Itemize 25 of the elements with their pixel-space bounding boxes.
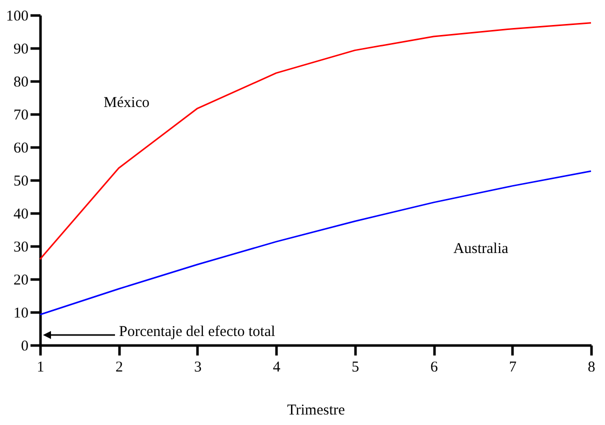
y-tick-label: 10 (14, 306, 28, 322)
line-series (39, 170, 592, 316)
x-tick-label: 2 (115, 360, 123, 376)
annotation: Porcentaje del efecto total (119, 324, 276, 340)
x-tick-label: 5 (352, 360, 360, 376)
y-tick-label: 90 (14, 42, 28, 58)
y-tick-label: 60 (14, 140, 28, 156)
y-tick-label: 100 (6, 8, 28, 24)
x-tick-label: 8 (588, 360, 596, 376)
text: Australia (453, 241, 509, 258)
x-tick-label: 3 (194, 360, 202, 376)
x-tick-label: 1 (36, 360, 44, 376)
y-tick-label: 40 (14, 206, 28, 222)
y-tick-label: 30 (14, 240, 28, 256)
x-tick-label: 6 (430, 360, 438, 376)
x-tick-label: 7 (509, 360, 518, 376)
y-tick-label: 0 (21, 338, 28, 354)
x-tick-label: 4 (272, 360, 281, 376)
y-tick-label: 70 (14, 108, 28, 124)
y-tick-label: 50 (14, 174, 28, 190)
series-label: México (104, 94, 150, 111)
line-series (39, 22, 592, 260)
x-axis-title: Trimestre (287, 402, 346, 418)
y-tick-label: 20 (14, 272, 28, 288)
y-tick-label: 80 (14, 74, 28, 90)
